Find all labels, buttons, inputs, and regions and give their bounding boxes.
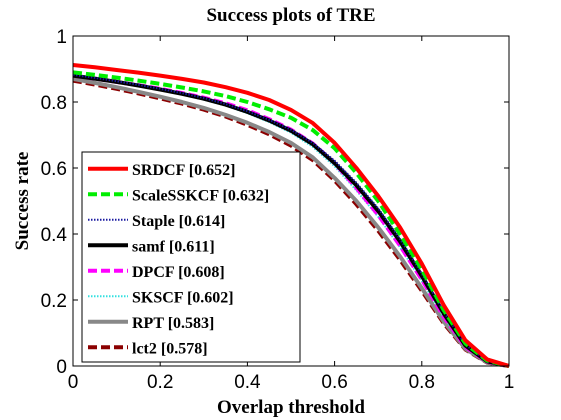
legend-entry: DPCF [0.608]	[132, 264, 225, 281]
legend-entry: SRDCF [0.652]	[132, 162, 235, 179]
series-line	[72, 70, 510, 368]
x-tick-label: 0.6	[321, 372, 347, 393]
y-tick-label: 1	[56, 27, 67, 48]
x-axis-label: Overlap threshold	[217, 397, 365, 418]
y-axis: 0 0.2 0.4 0.6 0.8 1	[41, 27, 509, 378]
chart-title: Success plots of TRE	[206, 5, 375, 26]
x-tick-label: 0.2	[147, 372, 173, 393]
legend-entry: RPT [0.583]	[132, 315, 214, 332]
series-layer	[72, 63, 510, 368]
y-axis-label: Success rate	[12, 152, 33, 251]
y-tick-label: 0.4	[41, 225, 68, 246]
x-tick-label: 1	[504, 372, 515, 393]
y-tick-label: 0.6	[41, 159, 67, 180]
plot-frame	[72, 35, 510, 367]
y-tick-label: 0.8	[41, 93, 67, 114]
legend-entry: ScaleSSKCF [0.632]	[132, 187, 269, 204]
x-axis: 0 0.2 0.4 0.6 0.8 1	[68, 36, 515, 393]
legend-box	[81, 151, 301, 363]
legend-entry: SKSCF [0.602]	[132, 289, 234, 306]
y-tick-label: 0	[56, 357, 67, 378]
series-line	[72, 63, 510, 368]
series-line	[72, 76, 510, 368]
legend-entry: Staple [0.614]	[132, 213, 225, 230]
x-tick-label: 0	[68, 372, 79, 393]
legend-entry: samf [0.611]	[132, 238, 215, 255]
series-line	[72, 73, 510, 367]
legend-entry: lct2 [0.578]	[132, 340, 208, 357]
x-tick-label: 0.4	[234, 372, 261, 393]
x-tick-label: 0.8	[409, 372, 435, 393]
legend: SRDCF [0.652] ScaleSSKCF [0.632] Staple [0…	[81, 151, 301, 363]
series-line	[72, 78, 510, 368]
y-tick-label: 0.2	[41, 291, 67, 312]
